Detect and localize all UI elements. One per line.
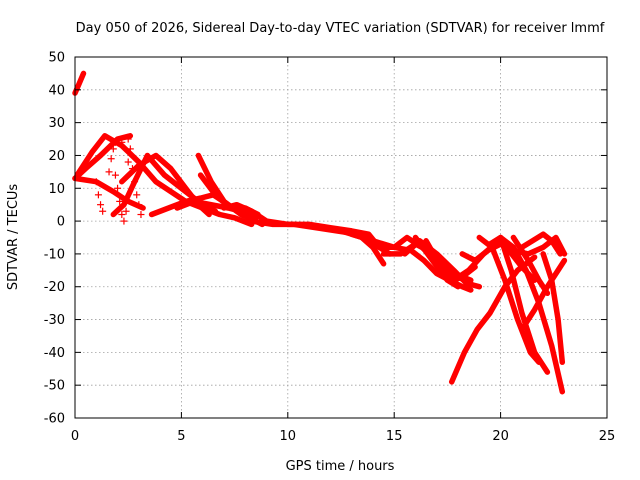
scatter-point (124, 135, 132, 143)
scatter-point (120, 217, 128, 225)
scatter-point (128, 165, 136, 173)
scatter-point (118, 211, 126, 219)
y-axis-label: SDTVAR / TECUs (6, 184, 21, 291)
scatter-point (118, 138, 126, 146)
x-tick-label: 15 (386, 429, 403, 444)
x-axis-label: GPS time / hours (286, 459, 395, 474)
scatter-point (109, 145, 117, 153)
scatter-point (99, 207, 107, 215)
scatter-point (133, 191, 141, 199)
y-tick-label: -10 (44, 247, 65, 262)
plot-frame (74, 56, 608, 419)
scatter-point (124, 158, 132, 166)
y-tick-label: -50 (44, 379, 65, 394)
y-tick-label: 50 (48, 51, 65, 66)
scatter-point (105, 168, 113, 176)
y-tick-label: -20 (44, 280, 65, 295)
scatter-point (97, 201, 105, 209)
scatter-point (107, 155, 115, 163)
x-tick-label: 20 (492, 429, 509, 444)
scatter-point (135, 201, 143, 209)
scatter-point (111, 171, 119, 179)
y-tick-label: 40 (48, 83, 65, 98)
scatter-point (126, 145, 134, 153)
series-line-s24 (497, 234, 566, 395)
y-tick-label: 0 (57, 215, 65, 230)
scatter-point (137, 211, 145, 219)
series-line-s4 (74, 133, 255, 228)
x-tick-label: 10 (280, 429, 297, 444)
y-tick-label: -60 (44, 412, 65, 427)
y-tick-label: -30 (44, 313, 65, 328)
y-tick-label: 20 (48, 149, 65, 164)
series-line-s28 (540, 251, 566, 365)
axis-ticks: 0 5 10 15 20 25 -60 -50 -40 -30 -20 -10 0 10 20 30 40 50 (44, 51, 616, 445)
series-line-s26 (519, 257, 568, 333)
scatter-point (131, 178, 139, 186)
plot-area (72, 70, 568, 395)
scatter-point (92, 178, 100, 186)
chart-title: Day 050 of 2026, Sidereal Day-to-day VTE… (76, 21, 605, 36)
series-line-s17 (412, 234, 461, 290)
x-tick-label: 5 (177, 429, 185, 444)
y-tick-label: 30 (48, 116, 65, 131)
scatter-point (122, 207, 130, 215)
scatter-point (94, 191, 102, 199)
y-tick-label: 10 (48, 182, 65, 197)
x-tick-label: 0 (71, 429, 79, 444)
scatter-point (116, 197, 124, 205)
series-line-s20 (448, 254, 538, 385)
x-tick-label: 25 (599, 429, 616, 444)
y-tick-label: -40 (44, 346, 65, 361)
series-line-s27 (519, 231, 563, 257)
series-line-s2 (72, 175, 146, 211)
scatter-point (111, 138, 119, 146)
scatter-point (114, 184, 122, 192)
